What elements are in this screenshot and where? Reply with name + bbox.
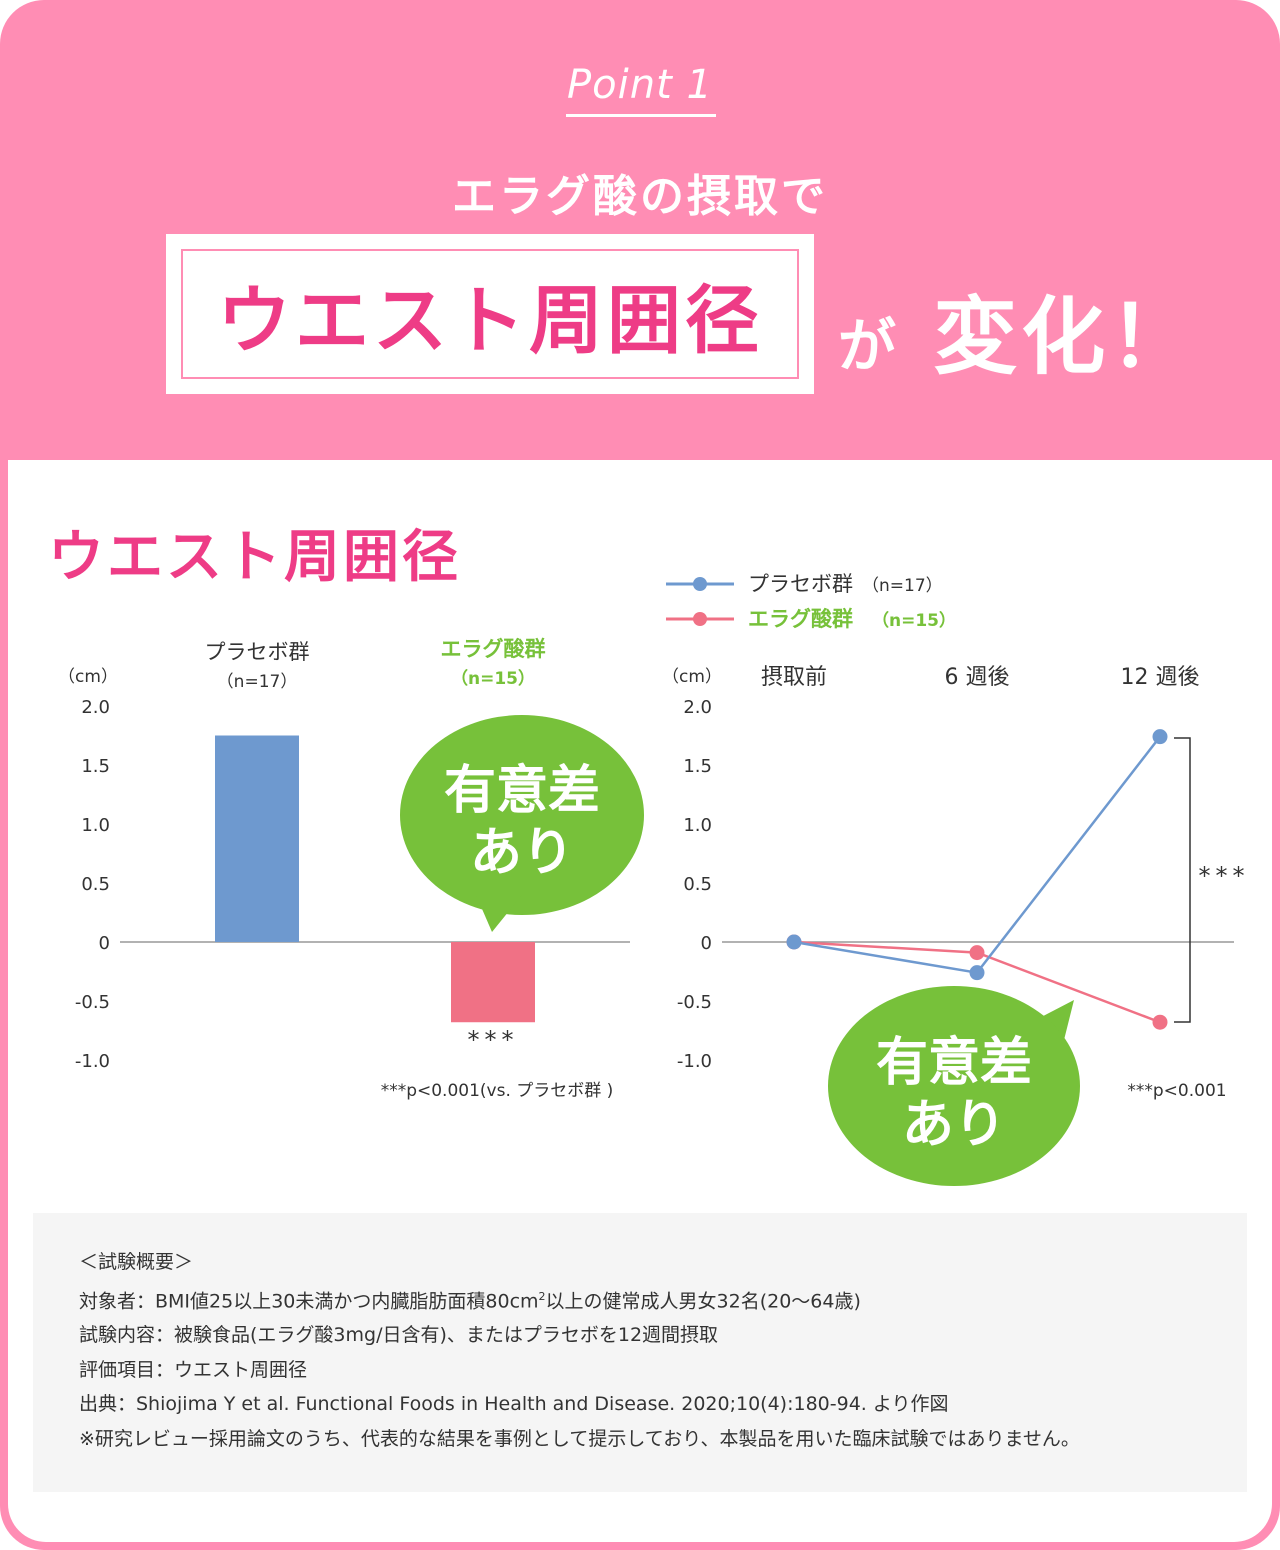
significance-bracket (1174, 737, 1191, 1023)
summary-subjects-sup: 2 (538, 1289, 546, 1303)
line-ytick-label: -0.5 (677, 992, 712, 1013)
bar-placebo (215, 735, 299, 942)
bubble-2-line2: あり (902, 1095, 1006, 1155)
summary-content: 試験内容：被験食品(エラグ酸3mg/日含有)、またはプラセボを12週間摂取 (79, 1324, 719, 1347)
section-title: ウエスト周囲径 (48, 525, 461, 590)
legend-ellagic-n: （n=15） (872, 610, 956, 631)
line-footnote: ***p<0.001 (1127, 1081, 1226, 1101)
highlight-text: ウエスト周囲径 (181, 249, 799, 379)
subtitle: エラグ酸の摂取で (452, 171, 828, 222)
bubble-1-line2: あり (470, 823, 574, 883)
bubble-1-tail (476, 895, 522, 932)
bar-ytick-label: 1.5 (81, 756, 110, 777)
line-ytick-label: 1.5 (683, 756, 712, 777)
bar-ytick-label: -0.5 (75, 992, 110, 1013)
legend-placebo-n: （n=17） (862, 576, 943, 596)
significance-bubble-2: 有意差 あり (828, 986, 1080, 1186)
line-chart: プラセボ群 （n=17） エラグ酸群 （n=15） （cm） 2.0 1.5 1.0… (662, 572, 1250, 1186)
line-ytick-label: 2.0 (683, 697, 712, 718)
line-significance: *** (1199, 862, 1250, 890)
bar-ytick-label: 0 (99, 933, 110, 954)
bar-ytick-label: 1.0 (81, 815, 110, 836)
line-ytick-label: -1.0 (677, 1051, 712, 1072)
bar-cat-label-placebo: プラセボ群 (205, 640, 310, 664)
point-label: Point 1 (567, 62, 713, 108)
bar-ellagic (451, 942, 535, 1023)
line-ytick-label: 1.0 (683, 815, 712, 836)
line-point-ellagic (969, 945, 985, 961)
bubble-2-body (828, 986, 1080, 1186)
bar-cat-n-ellagic: （n=15） (451, 668, 535, 689)
legend-ellagic-marker (693, 612, 707, 626)
bubble-1-body (400, 715, 644, 915)
bubble-1-line1: 有意差 (444, 761, 600, 821)
line-ytick-label: 0.5 (683, 874, 712, 895)
summary-disclaimer: ※研究レビュー採用論文のうち、代表的な結果を事例として提示しており、本製品を用い… (79, 1427, 1080, 1450)
summary-subjects: 対象者：BMI値25以上30未満かつ内臓脂肪面積80cm2以上の健常成人男女32… (79, 1280, 1247, 1319)
summary-subjects-b: 以上の健常成人男女32名(20～64歳) (545, 1289, 861, 1312)
highlight-box: ウエスト周囲径 (166, 234, 814, 394)
bar-significance: *** (468, 1026, 519, 1054)
line-point-placebo (786, 934, 802, 950)
headline-suffix-small: が (838, 312, 901, 380)
summary-title: ＜試験概要＞ (79, 1251, 194, 1273)
bar-ytick-label: -1.0 (75, 1051, 110, 1072)
bar-cat-n-placebo: （n=17） (217, 672, 298, 692)
line-ytick-label: 0 (701, 933, 712, 954)
line-unit-label: （cm） (662, 667, 722, 687)
line-xtick-label: 12 週後 (1121, 665, 1200, 690)
bubble-2-line1: 有意差 (876, 1033, 1032, 1093)
bar-ytick-label: 2.0 (81, 697, 110, 718)
summary-source: 出典：Shiojima Y et al. Functional Foods in… (79, 1393, 949, 1416)
bar-ytick-label: 0.5 (81, 874, 110, 895)
headline-suffix: が 変化！ (838, 270, 1197, 391)
bar-chart: （cm） 2.01.51.00.50-0.5-1.0 プラセボ群 （n=17） … (58, 637, 644, 1101)
line-point-placebo (1152, 729, 1168, 745)
line-point-placebo (969, 965, 985, 981)
headline-suffix-large: 変化！ (933, 288, 1198, 386)
legend-placebo-label: プラセボ群 (748, 572, 853, 596)
bar-footnote: ***p<0.001(vs. プラセボ群 ) (381, 1081, 614, 1101)
legend-ellagic-label: エラグ酸群 (748, 607, 853, 631)
summary-subjects-a: 対象者：BMI値25以上30未満かつ内臓脂肪面積80cm (79, 1289, 539, 1312)
line-xtick-label: 摂取前 (761, 665, 827, 690)
study-summary: ＜試験概要＞ 対象者：BMI値25以上30未満かつ内臓脂肪面積80cm2以上の健… (33, 1213, 1247, 1492)
point-underline (566, 114, 716, 117)
bar-unit-label: （cm） (58, 667, 118, 687)
significance-bubble-1: 有意差 あり (400, 715, 644, 932)
bar-cat-label-ellagic: エラグ酸群 (441, 637, 546, 661)
line-point-ellagic (1152, 1014, 1168, 1030)
summary-evaluation: 評価項目：ウエスト周囲径 (79, 1358, 308, 1381)
line-series-placebo (793, 735, 1161, 975)
line-xtick-label: 6 週後 (945, 665, 1010, 690)
legend-placebo-marker (693, 577, 707, 591)
